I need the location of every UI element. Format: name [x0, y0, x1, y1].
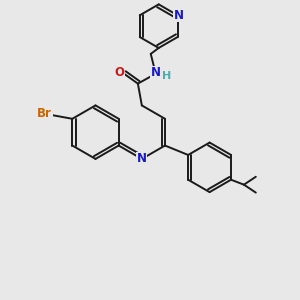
Text: N: N: [137, 152, 147, 165]
Text: Br: Br: [37, 107, 52, 120]
Text: N: N: [151, 66, 161, 79]
Text: N: N: [174, 9, 184, 22]
Text: H: H: [162, 71, 171, 81]
Text: O: O: [114, 66, 124, 79]
